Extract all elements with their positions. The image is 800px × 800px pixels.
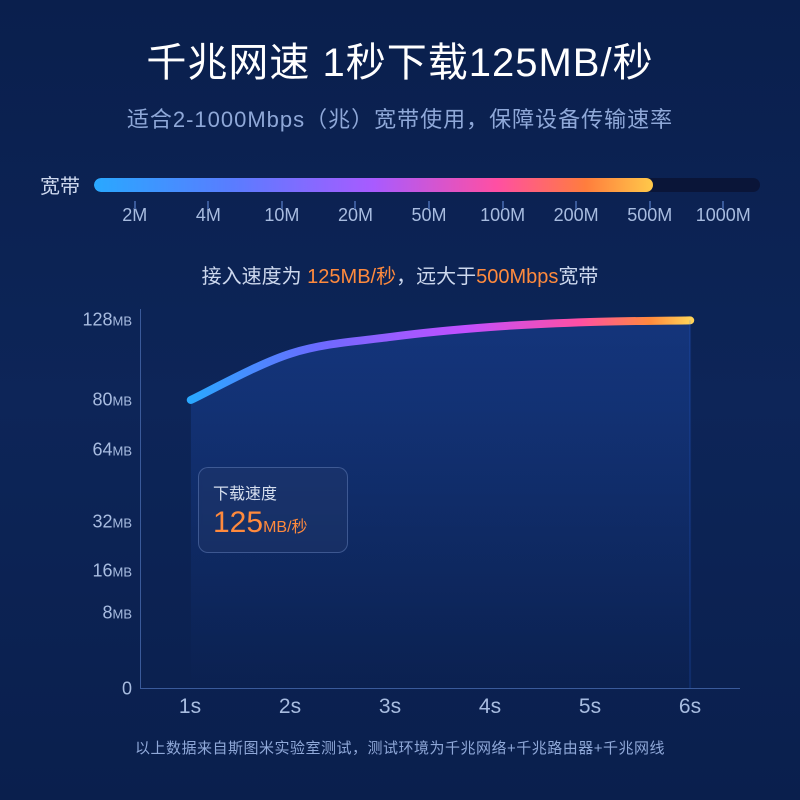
footnote: 以上数据来自斯图米实验室测试，测试环境为千兆网络+千兆路由器+千兆网线 [40,737,760,758]
y-tick: 8MB [102,603,132,624]
x-tick: 1s [140,695,240,729]
y-tick: 80MB [92,390,132,411]
bandwidth-tick: 4M [172,205,246,226]
caption-value1: 125MB/秒 [307,266,396,288]
bandwidth-tick: 100M [466,205,540,226]
speed-callout: 下载速度 125MB/秒 [198,467,348,553]
bandwidth-track [94,178,760,192]
y-tick: 64MB [92,439,132,460]
page-title: 千兆网速 1秒下载125MB/秒 [40,30,760,88]
callout-unit: MB/秒 [263,519,307,536]
caption-prefix: 接入速度为 [202,266,308,288]
bandwidth-tick: 10M [245,205,319,226]
x-tick: 5s [540,695,640,729]
bandwidth-tick: 1000M [687,205,761,226]
x-tick: 6s [640,695,740,729]
x-axis-labels: 1s2s3s4s5s6s [140,695,740,729]
page-subtitle: 适合2-1000Mbps（兆）宽带使用，保障设备传输速率 [40,102,760,134]
y-tick: 0 [122,679,132,700]
y-tick: 32MB [92,511,132,532]
x-tick: 4s [440,695,540,729]
y-tick: 128MB [82,310,132,331]
bandwidth-tick: 20M [319,205,393,226]
chart-caption: 接入速度为 125MB/秒，远大于500Mbps宽带 [40,260,760,289]
caption-suffix: 宽带 [558,266,598,288]
caption-value2: 500Mbps [476,266,558,288]
bandwidth-tick: 200M [539,205,613,226]
chart: 128MB 80MB 64MB 32MB 16MB 8MB 0 1s2s3s4s5s6s 下… [48,309,760,729]
callout-value: 125MB/秒 [213,506,333,540]
bandwidth-tick: 2M [98,205,172,226]
y-tick: 16MB [92,561,132,582]
caption-mid: ，远大于 [396,266,476,288]
bandwidth-label: 宽带 [40,170,80,199]
bandwidth-bar: 宽带 [40,170,760,199]
callout-title: 下载速度 [213,480,333,504]
x-tick: 3s [340,695,440,729]
x-tick: 2s [240,695,340,729]
y-axis-labels: 128MB80MB64MB32MB16MB8MB0 [48,309,140,689]
bandwidth-tick: 50M [392,205,466,226]
bandwidth-ticks: 2M4M10M20M50M100M200M500M1000M [98,205,760,226]
bandwidth-tick: 500M [613,205,687,226]
bandwidth-fill [94,178,653,192]
